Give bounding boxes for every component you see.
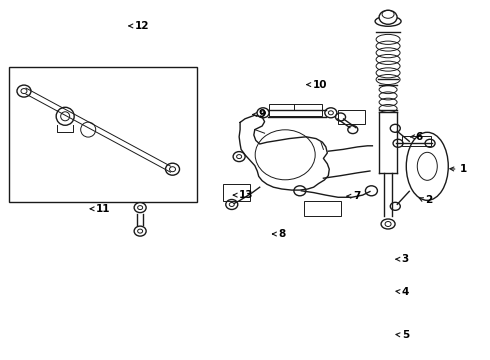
Text: 7: 7: [353, 191, 360, 201]
Ellipse shape: [233, 152, 245, 162]
Text: 6: 6: [416, 132, 423, 142]
Ellipse shape: [166, 163, 179, 175]
Bar: [9, 67, 197, 202]
Ellipse shape: [390, 202, 400, 210]
Ellipse shape: [226, 199, 238, 210]
Text: 3: 3: [402, 254, 409, 264]
Ellipse shape: [379, 10, 397, 24]
Ellipse shape: [406, 132, 448, 200]
Bar: [223, 184, 250, 201]
Text: 10: 10: [313, 80, 327, 90]
Ellipse shape: [134, 226, 146, 236]
Text: 5: 5: [402, 330, 409, 340]
Bar: [304, 201, 341, 216]
Text: 8: 8: [278, 229, 286, 239]
Text: 9: 9: [259, 109, 266, 120]
Ellipse shape: [17, 85, 31, 97]
Ellipse shape: [425, 139, 435, 147]
Ellipse shape: [390, 124, 400, 132]
Text: 12: 12: [135, 21, 149, 31]
Ellipse shape: [366, 186, 377, 196]
Text: 13: 13: [239, 190, 254, 200]
Text: 4: 4: [402, 287, 409, 297]
Bar: [269, 104, 322, 116]
Text: 1: 1: [460, 164, 467, 174]
Text: 2: 2: [425, 195, 433, 205]
Ellipse shape: [325, 108, 337, 118]
Ellipse shape: [294, 186, 306, 196]
Ellipse shape: [56, 107, 74, 125]
Bar: [338, 110, 365, 124]
Ellipse shape: [336, 113, 345, 121]
Ellipse shape: [257, 108, 269, 118]
Ellipse shape: [348, 126, 358, 134]
Ellipse shape: [134, 203, 146, 213]
Ellipse shape: [381, 219, 395, 229]
Bar: [402, 136, 431, 146]
Ellipse shape: [393, 139, 403, 147]
Text: 11: 11: [96, 204, 111, 214]
